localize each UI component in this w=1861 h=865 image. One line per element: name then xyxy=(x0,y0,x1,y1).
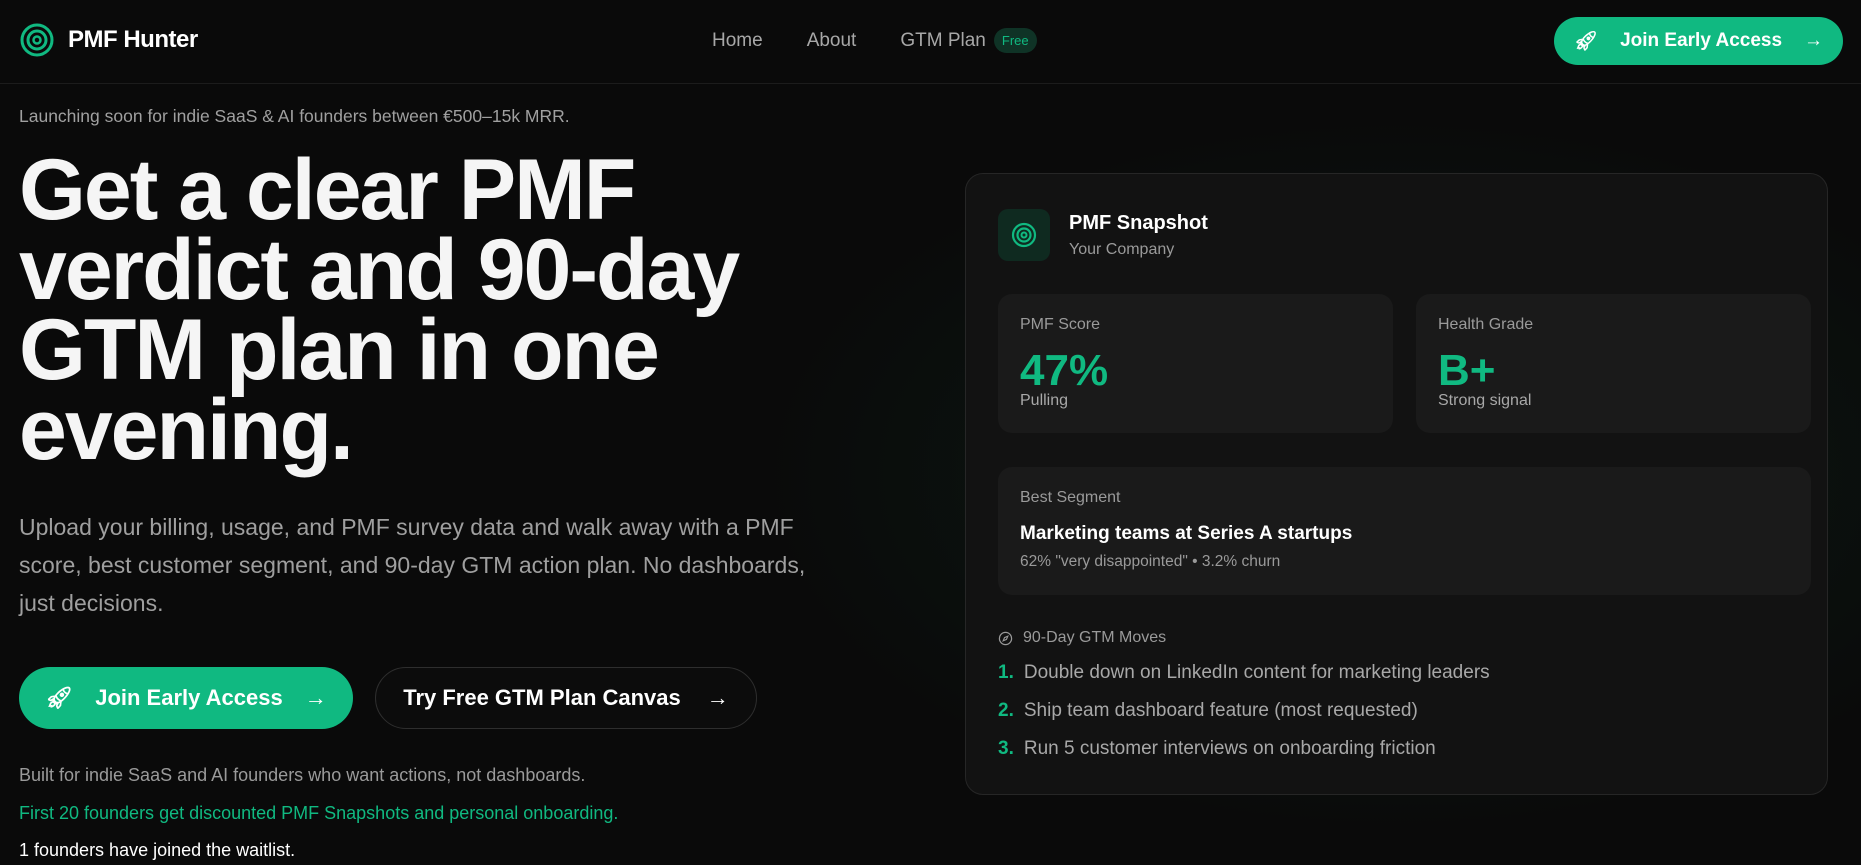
move-text: Ship team dashboard feature (most reques… xyxy=(1023,700,1418,721)
move-number: 1. xyxy=(998,662,1014,683)
move-number: 2. xyxy=(998,700,1014,721)
brand-logo[interactable]: PMF Hunter xyxy=(20,23,198,57)
built-for-text: Built for indie SaaS and AI founders who… xyxy=(19,765,586,785)
brand-name: PMF Hunter xyxy=(68,26,198,53)
nav-about[interactable]: About xyxy=(806,29,857,51)
pmf-score-status: Pulling xyxy=(1020,392,1069,409)
target-icon xyxy=(20,23,54,57)
top-nav: PMF Hunter Home About GTM Plan Free 🚀︎ J… xyxy=(0,0,1861,84)
segment-detail: 62% "very disappointed" • 3.2% churn xyxy=(1020,553,1281,570)
button-label: Join Early Access xyxy=(95,685,283,710)
snapshot-icon-box xyxy=(998,209,1050,261)
offer-text: First 20 founders get discounted PMF Sna… xyxy=(19,803,619,823)
nav-gtm-plan[interactable]: GTM Plan xyxy=(900,29,986,51)
move-number: 3. xyxy=(998,738,1014,759)
rocket-icon: 🚀︎ xyxy=(45,685,74,710)
move-text: Run 5 customer interviews on onboarding … xyxy=(1023,738,1436,759)
best-segment-box: Best Segment Marketing teams at Series A… xyxy=(998,467,1811,595)
gtm-moves-title: 90-Day GTM Moves xyxy=(1023,629,1167,646)
arrow-right-icon: → xyxy=(1804,30,1824,51)
button-label: Try Free GTM Plan Canvas xyxy=(403,685,681,710)
arrow-right-icon: → xyxy=(304,685,327,710)
health-grade-box: Health Grade B+ Strong signal xyxy=(1416,294,1811,433)
hero-join-early-access-button[interactable]: 🚀︎ Join Early Access → xyxy=(19,667,353,729)
main-nav: Home About GTM Plan Free xyxy=(712,28,1081,53)
segment-label: Best Segment xyxy=(1020,489,1121,506)
move-text: Double down on LinkedIn content for mark… xyxy=(1023,662,1490,683)
pmf-score-value: 47% xyxy=(1020,346,1109,395)
rocket-icon: 🚀︎ xyxy=(1573,31,1599,52)
join-early-access-button[interactable]: 🚀︎ Join Early Access → xyxy=(1554,17,1843,65)
health-grade-label: Health Grade xyxy=(1438,316,1534,333)
arrow-right-icon: → xyxy=(706,685,729,710)
target-icon xyxy=(1011,222,1037,248)
page-title: Get a clear PMF verdict and 90-day GTM p… xyxy=(19,142,740,478)
button-label: Join Early Access xyxy=(1620,30,1783,51)
hero-description: Upload your billing, usage, and PMF surv… xyxy=(19,514,806,616)
gtm-move-item: 1. Double down on LinkedIn content for ma… xyxy=(998,662,1490,684)
gtm-move-item: 3. Run 5 customer interviews on onboardin… xyxy=(998,738,1436,760)
company-name: Your Company xyxy=(1069,241,1175,258)
compass-icon xyxy=(998,631,1013,645)
tagline: Launching soon for indie SaaS & AI found… xyxy=(19,106,570,126)
gtm-move-item: 2. Ship team dashboard feature (most requ… xyxy=(998,700,1418,722)
pmf-snapshot-card: PMF Snapshot Your Company PMF Score 47% … xyxy=(965,173,1828,795)
free-badge: Free xyxy=(993,28,1037,53)
pmf-score-label: PMF Score xyxy=(1020,316,1101,333)
snapshot-title: PMF Snapshot xyxy=(1069,212,1208,234)
segment-name: Marketing teams at Series A startups xyxy=(1020,523,1353,544)
pmf-score-box: PMF Score 47% Pulling xyxy=(998,294,1393,433)
health-grade-value: B+ xyxy=(1438,346,1496,395)
gtm-moves-header: 90-Day GTM Moves xyxy=(998,629,1166,647)
health-grade-status: Strong signal xyxy=(1438,392,1532,409)
waitlist-count: 1 founders have joined the waitlist. xyxy=(19,840,296,860)
nav-home[interactable]: Home xyxy=(712,29,763,51)
try-gtm-canvas-button[interactable]: Try Free GTM Plan Canvas → xyxy=(375,667,757,729)
